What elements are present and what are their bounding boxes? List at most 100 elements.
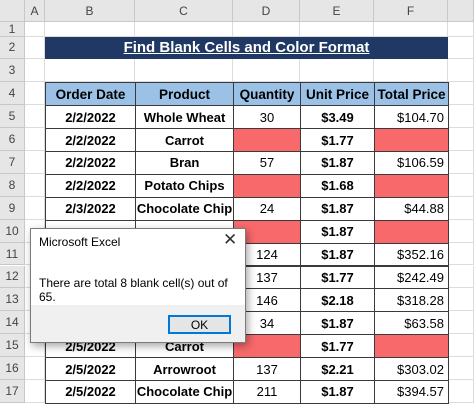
grid-cell [25,105,45,129]
table-cell: $104.70 [374,105,449,130]
table-cell: 2/2/2022 [45,151,136,175]
table-cell: $1.87 [300,242,375,267]
grid-cell [25,128,45,151]
table-cell: Potato Chips [135,173,234,198]
grid-cell [448,82,474,106]
grid-cell [300,59,374,83]
grid-cell [448,196,474,220]
table-cell: 211 [233,380,301,404]
row-header: 15 [0,334,25,358]
grid-cell [448,219,474,243]
table-cell: 137 [233,357,301,381]
grid-cell [374,22,448,37]
table-header: Unit Price [300,82,375,107]
table-cell [374,128,449,152]
close-button[interactable]: ✕ [223,230,238,249]
row-header: 16 [0,357,25,380]
table-cell: $63.58 [374,311,449,336]
table-header: Order Date [45,82,136,107]
grid-cell [448,380,474,403]
grid-cell [448,151,474,174]
column-header [448,0,474,22]
column-header: A [25,0,45,22]
table-cell: $106.59 [374,151,449,175]
row-header: 10 [0,219,25,243]
table-cell: 2/5/2022 [45,380,136,404]
table-cell: 2/5/2022 [45,357,136,381]
table-cell: $1.77 [300,265,375,290]
sheet-title: Find Blank Cells and Color Format [45,36,448,60]
table-cell: $2.21 [300,357,375,381]
grid-cell [25,36,45,60]
row-header: 7 [0,151,25,174]
grid-cell [448,334,474,358]
grid-cell [45,22,135,37]
table-cell [374,173,449,198]
message-box: Microsoft Excel ✕ There are total 8 blan… [30,228,246,343]
table-header: Total Price [374,82,449,107]
table-header: Product [135,82,234,107]
column-header: B [45,0,135,22]
table-cell: $352.16 [374,242,449,267]
table-header: Quantity [233,82,301,107]
table-cell: $242.49 [374,265,449,290]
table-cell: Arrowroot [135,357,234,381]
dialog-footer: OK [31,305,245,342]
grid-cell [25,59,45,83]
table-cell: Chocolate Chip [135,196,234,221]
row-header: 12 [0,265,25,289]
grid-cell [135,59,233,83]
table-cell: Whole Wheat [135,105,234,130]
table-cell: $2.18 [300,288,375,313]
row-header: 11 [0,242,25,266]
row-header: 6 [0,128,25,151]
table-cell: 2/2/2022 [45,173,136,198]
grid-cell [25,151,45,174]
table-cell: Carrot [135,128,234,152]
column-header: E [300,0,374,22]
grid-cell [448,36,474,60]
table-cell: $1.87 [300,151,375,175]
dialog-title: Microsoft Excel [39,235,121,249]
grid-cell [25,334,45,358]
column-header: F [374,0,448,22]
row-header: 9 [0,196,25,220]
grid-cell [25,196,45,220]
table-cell: 2/2/2022 [45,128,136,152]
table-cell [374,219,449,244]
table-cell: $1.87 [300,219,375,244]
column-header: C [135,0,233,22]
grid-cell [233,22,300,37]
table-cell: $44.88 [374,196,449,221]
grid-cell [448,288,474,312]
grid-cell [448,105,474,129]
grid-cell [25,22,45,37]
table-cell: $394.57 [374,380,449,404]
table-cell: Chocolate Chip [135,380,234,404]
ok-button[interactable]: OK [168,315,231,334]
table-cell: 57 [233,151,301,175]
corner [0,0,25,22]
table-cell: $1.77 [300,334,375,359]
table-cell [233,173,301,198]
row-header: 8 [0,173,25,197]
table-cell: 2/3/2022 [45,196,136,221]
grid-cell [448,242,474,266]
table-cell: 30 [233,105,301,130]
grid-cell [135,22,233,37]
table-cell: $318.28 [374,288,449,313]
table-cell: $3.49 [300,105,375,130]
row-header: 14 [0,311,25,335]
table-cell: 137 [233,265,301,290]
table-cell: $303.02 [374,357,449,381]
grid-cell [448,128,474,151]
table-cell: Bran [135,151,234,175]
grid-cell [25,357,45,380]
row-header: 1 [0,22,25,37]
table-cell: $1.87 [300,196,375,221]
table-cell: $1.68 [300,173,375,198]
row-header: 17 [0,380,25,403]
grid-cell [45,59,135,83]
row-header: 2 [0,36,25,60]
